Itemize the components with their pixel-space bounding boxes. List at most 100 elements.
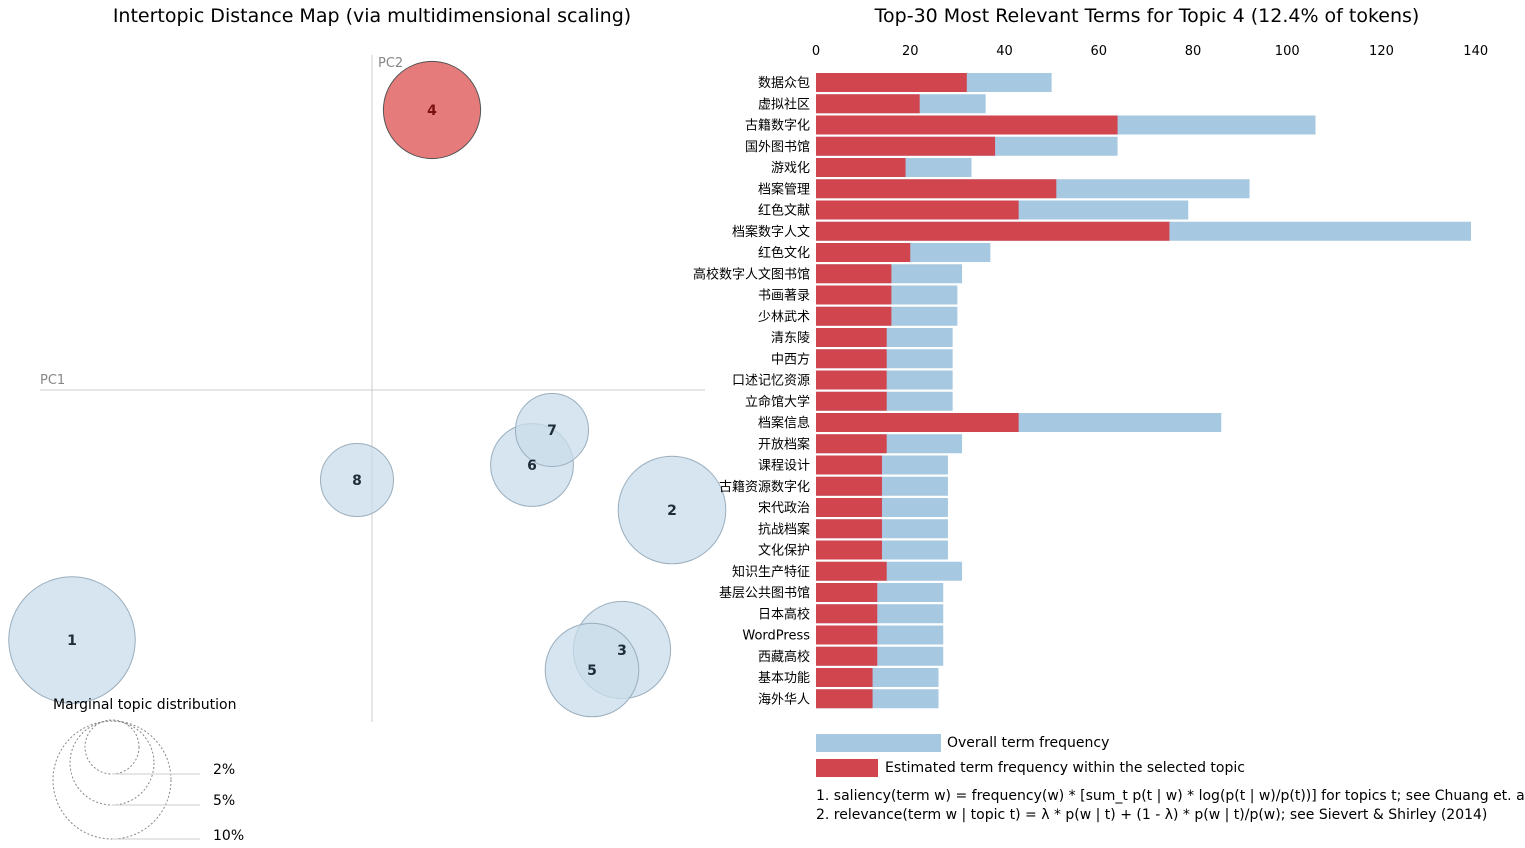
bar-topic-6 xyxy=(816,200,1019,220)
bar-topic-8 xyxy=(816,243,911,262)
bar-topic-17 xyxy=(816,434,887,454)
bar-topic-29 xyxy=(816,689,873,709)
topic-label-7: 7 xyxy=(547,423,557,439)
term-label-26: WordPress xyxy=(742,629,810,644)
legend-label-topic: Estimated term frequency within the sele… xyxy=(885,760,1245,776)
topic-circle-5 xyxy=(544,622,640,718)
x-tick-40: 40 xyxy=(996,44,1013,59)
legend-swatch-overall xyxy=(816,734,941,752)
bar-topic-20 xyxy=(816,498,882,517)
pc1-axis-label: PC1 xyxy=(40,373,65,388)
topic-circle-7 xyxy=(514,392,590,468)
term-label-9: 高校数字人文图书馆 xyxy=(693,266,810,282)
bar-topic-7 xyxy=(816,221,1170,241)
bar-topic-24 xyxy=(816,583,878,602)
term-label-18: 课程设计 xyxy=(758,459,810,474)
x-tick-20: 20 xyxy=(902,44,919,59)
term-bars: 数据众包虚拟社区古籍数字化国外图书馆游戏化档案管理红色文献档案数字人文红色文化高… xyxy=(693,73,1471,709)
legend-circle-10 xyxy=(52,720,172,840)
term-label-29: 海外华人 xyxy=(758,692,810,707)
bar-topic-26 xyxy=(816,625,878,645)
legend-swatch-topic xyxy=(816,759,878,777)
legend-label-2: 2% xyxy=(213,762,235,778)
term-label-17: 开放档案 xyxy=(758,437,810,452)
legend-label-overall: Overall term frequency xyxy=(947,735,1109,751)
bar-topic-16 xyxy=(816,413,1019,432)
bar-topic-3 xyxy=(816,136,996,156)
term-label-20: 宋代政治 xyxy=(758,501,810,516)
topic-circle-2 xyxy=(617,455,727,565)
bar-topic-18 xyxy=(816,455,882,475)
bar-topic-10 xyxy=(816,285,892,305)
footnote-saliency: 1. saliency(term w) = frequency(w) * [su… xyxy=(816,788,1525,804)
legend-circle-2 xyxy=(84,719,140,775)
bar-topic-23 xyxy=(816,561,887,581)
term-label-4: 游戏化 xyxy=(771,161,810,176)
topic-label-8: 8 xyxy=(352,473,362,489)
term-label-19: 古籍资源数字化 xyxy=(719,479,810,495)
bar-topic-13 xyxy=(816,349,887,369)
term-label-11: 少林武术 xyxy=(758,310,810,325)
bar-topic-19 xyxy=(816,476,882,496)
term-label-7: 档案数字人文 xyxy=(732,225,810,240)
term-label-13: 中西方 xyxy=(771,351,810,367)
term-label-23: 知识生产特征 xyxy=(732,564,810,580)
topic-circles: 1 2 3 4 5 6 7 8 xyxy=(8,60,727,718)
x-tick-0: 0 xyxy=(812,44,820,59)
term-label-16: 档案信息 xyxy=(758,415,810,431)
bar-chart-title: Top-30 Most Relevant Terms for Topic 4 (… xyxy=(874,5,1420,27)
term-label-8: 红色文化 xyxy=(758,245,810,261)
topic-circle-4 xyxy=(382,60,482,160)
topic-label-1: 1 xyxy=(67,633,77,649)
bar-topic-28 xyxy=(816,668,873,687)
x-tick-100: 100 xyxy=(1275,44,1300,59)
x-tick-60: 60 xyxy=(1090,44,1107,59)
term-label-14: 口述记忆资源 xyxy=(732,373,810,389)
term-label-21: 抗战档案 xyxy=(758,522,810,537)
term-label-24: 基层公共图书馆 xyxy=(719,586,810,601)
term-label-22: 文化保护 xyxy=(758,544,810,559)
bar-topic-2 xyxy=(816,115,1118,135)
bar-topic-11 xyxy=(816,306,892,326)
pc2-axis-label: PC2 xyxy=(378,56,403,71)
term-label-28: 基本功能 xyxy=(758,671,810,686)
topic-circle-8 xyxy=(319,442,395,518)
bar-topic-12 xyxy=(816,328,887,347)
bar-topic-9 xyxy=(816,264,892,284)
x-tick-80: 80 xyxy=(1185,44,1202,59)
x-axis-ticks: 0 20 40 60 80 100 120 140 xyxy=(812,44,1488,59)
term-label-0: 数据众包 xyxy=(758,76,810,91)
intertopic-map-title: Intertopic Distance Map (via multidimens… xyxy=(113,5,631,27)
term-label-27: 西藏高校 xyxy=(758,649,810,665)
marginal-legend: 2% 5% 10% xyxy=(52,719,244,844)
bar-topic-25 xyxy=(816,604,878,624)
bar-topic-22 xyxy=(816,540,882,560)
bar-topic-1 xyxy=(816,94,920,114)
topic-label-4: 4 xyxy=(427,103,437,119)
bar-topic-0 xyxy=(816,73,967,92)
term-label-5: 档案管理 xyxy=(758,182,810,197)
legend-label-10: 10% xyxy=(213,828,244,844)
x-tick-140: 140 xyxy=(1463,44,1488,59)
term-label-15: 立命馆大学 xyxy=(745,394,810,410)
footnote-relevance: 2. relevance(term w | topic t) = λ * p(w… xyxy=(816,807,1487,823)
term-label-2: 古籍数字化 xyxy=(745,118,810,134)
topic-label-6: 6 xyxy=(527,458,537,474)
bar-topic-15 xyxy=(816,391,887,411)
topic-circle-1 xyxy=(8,576,136,704)
term-label-25: 日本高校 xyxy=(758,606,810,622)
legend-circle-5 xyxy=(69,720,155,806)
legend-label-5: 5% xyxy=(213,793,235,809)
term-label-10: 书画著录 xyxy=(758,289,810,304)
bar-topic-27 xyxy=(816,646,878,666)
marginal-legend-title: Marginal topic distribution xyxy=(53,697,237,713)
term-label-1: 虚拟社区 xyxy=(758,96,810,112)
bar-topic-21 xyxy=(816,519,882,539)
term-label-6: 红色文献 xyxy=(758,203,810,219)
term-label-3: 国外图书馆 xyxy=(745,140,810,155)
bar-topic-4 xyxy=(816,158,906,177)
topic-label-2: 2 xyxy=(667,503,677,519)
topic-label-5: 5 xyxy=(587,663,597,679)
bar-topic-5 xyxy=(816,179,1057,199)
